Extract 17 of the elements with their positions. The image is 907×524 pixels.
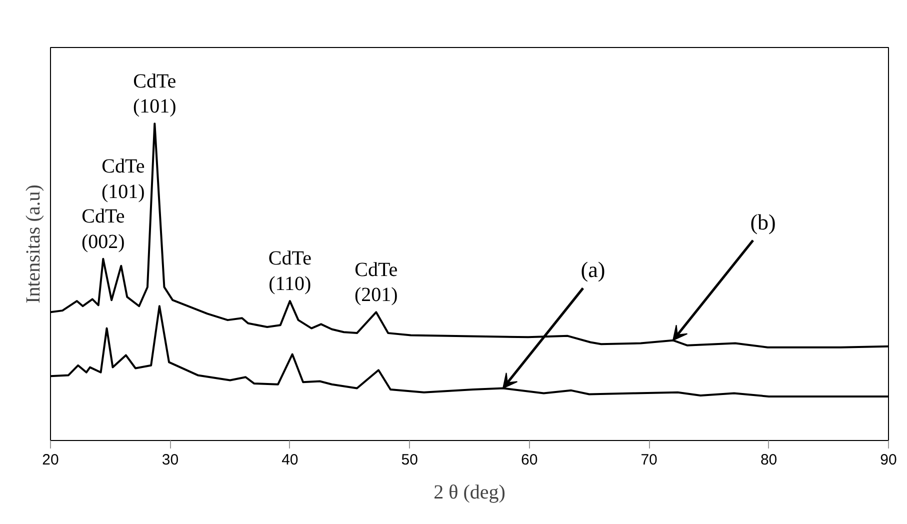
x-tick-label: 20 <box>42 452 59 468</box>
x-tick-label: 40 <box>282 452 298 468</box>
annotation: CdTe (101) <box>102 156 145 203</box>
annotation: (b) <box>750 209 776 234</box>
x-tick-label: 50 <box>401 452 418 468</box>
x-axis-title: 2 θ (deg) <box>434 482 506 504</box>
y-axis-title: Intensitas (a.u) <box>22 184 44 304</box>
x-tick-label: 80 <box>760 452 778 468</box>
x-tick-label: 60 <box>521 452 538 468</box>
annotation: CdTe (201) <box>354 258 398 306</box>
annotation: CdTe (101) <box>132 70 176 118</box>
annotation: CdTe (002) <box>82 206 125 253</box>
x-tick-label: 90 <box>880 452 897 468</box>
x-tick-label: 30 <box>162 452 179 468</box>
x-tick-label: 70 <box>640 452 658 468</box>
annotation: CdTe (110) <box>268 248 312 296</box>
annotation: (a) <box>580 257 606 282</box>
